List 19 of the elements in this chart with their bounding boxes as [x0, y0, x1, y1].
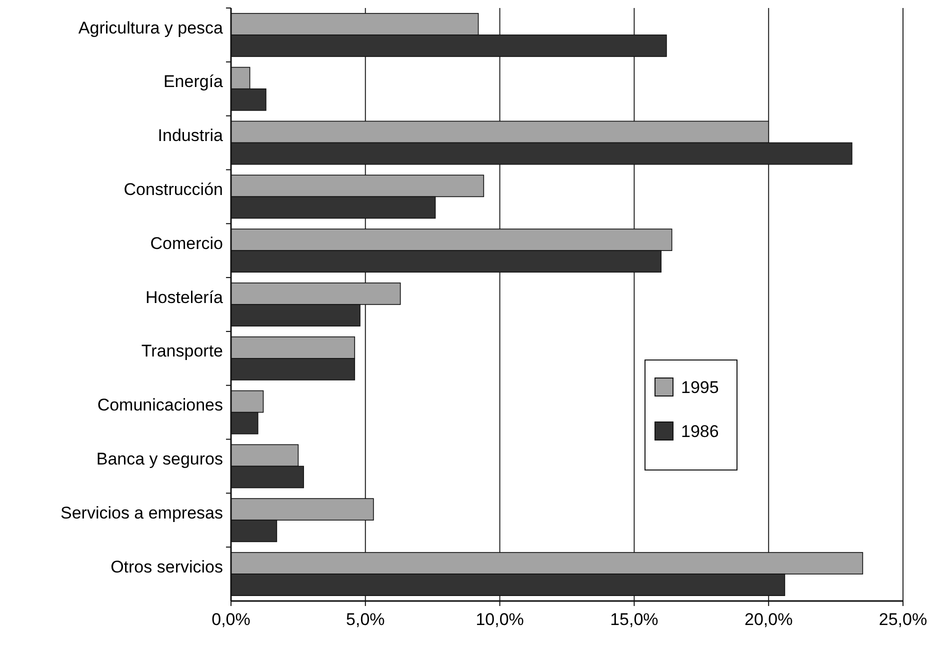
x-tick-label: 25,0%: [878, 610, 928, 629]
x-tick-label: 5,0%: [346, 610, 385, 629]
y-tick-label: Comunicaciones: [97, 396, 223, 415]
y-tick-label: Agricultura y pesca: [78, 18, 224, 38]
y-tick-label: Construcción: [124, 180, 223, 199]
legend-label: 1986: [681, 422, 719, 441]
x-tick-label: 10,0%: [476, 610, 524, 629]
y-tick-label: Industria: [158, 126, 224, 146]
y-tick-label: Transporte: [141, 342, 223, 361]
y-tick-label: Hostelería: [146, 288, 224, 307]
y-tick-label: Energía: [163, 72, 224, 92]
x-tick-label: 0,0%: [212, 610, 250, 629]
y-tick-label: Servicios a empresas: [60, 503, 223, 522]
legend-label: 1995: [681, 378, 719, 397]
y-tick-label: Otros servicios: [110, 557, 223, 576]
y-tick-label: Banca y seguros: [96, 450, 223, 469]
y-tick-label: Comercio: [150, 234, 223, 253]
x-tick-label: 20,0%: [744, 610, 793, 629]
x-tick-label: 15,0%: [610, 610, 658, 629]
